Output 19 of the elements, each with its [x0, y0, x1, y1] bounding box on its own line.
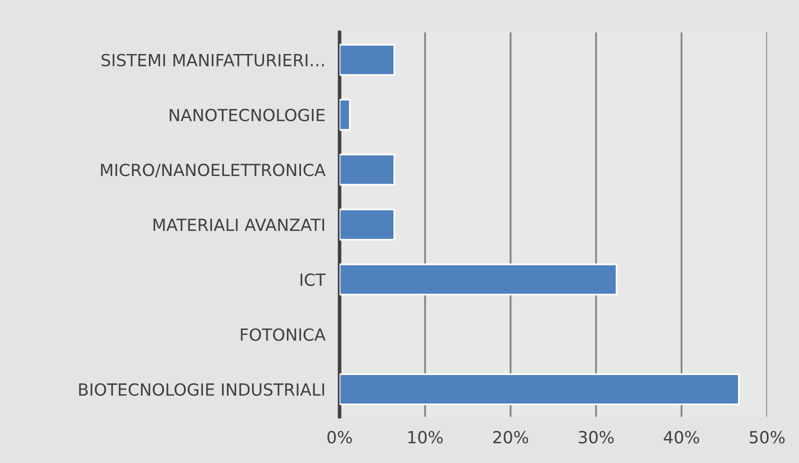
x-tick-label: 0%: [327, 430, 352, 444]
bar: [340, 98, 351, 131]
bar: [340, 44, 396, 76]
bar: [340, 373, 740, 406]
y-tick-label: NANOTECNOLOGIE: [170, 108, 325, 122]
y-tick-label: MICRO/NANOELETTRONICA: [101, 164, 326, 178]
x-tick-label: 10%: [408, 430, 443, 444]
x-tick-label: 20%: [493, 430, 528, 444]
bar: [340, 264, 618, 296]
bar: [340, 208, 396, 240]
y-tick-label: FOTONICA: [240, 328, 326, 341]
bar: [340, 154, 396, 186]
y-tick-label: MATERIALI AVANZATI: [154, 218, 324, 231]
x-tick-label: 30%: [578, 430, 614, 444]
x-tick-label: 40%: [664, 430, 700, 444]
x-tick-label: 50%: [750, 430, 785, 444]
y-tick-label: SISTEMI MANIFATTURIERI…: [102, 54, 324, 66]
y-tick-label: BIOTECNOLOGIE INDUSTRIALI: [79, 383, 324, 396]
y-tick-label: ICT: [300, 273, 326, 286]
